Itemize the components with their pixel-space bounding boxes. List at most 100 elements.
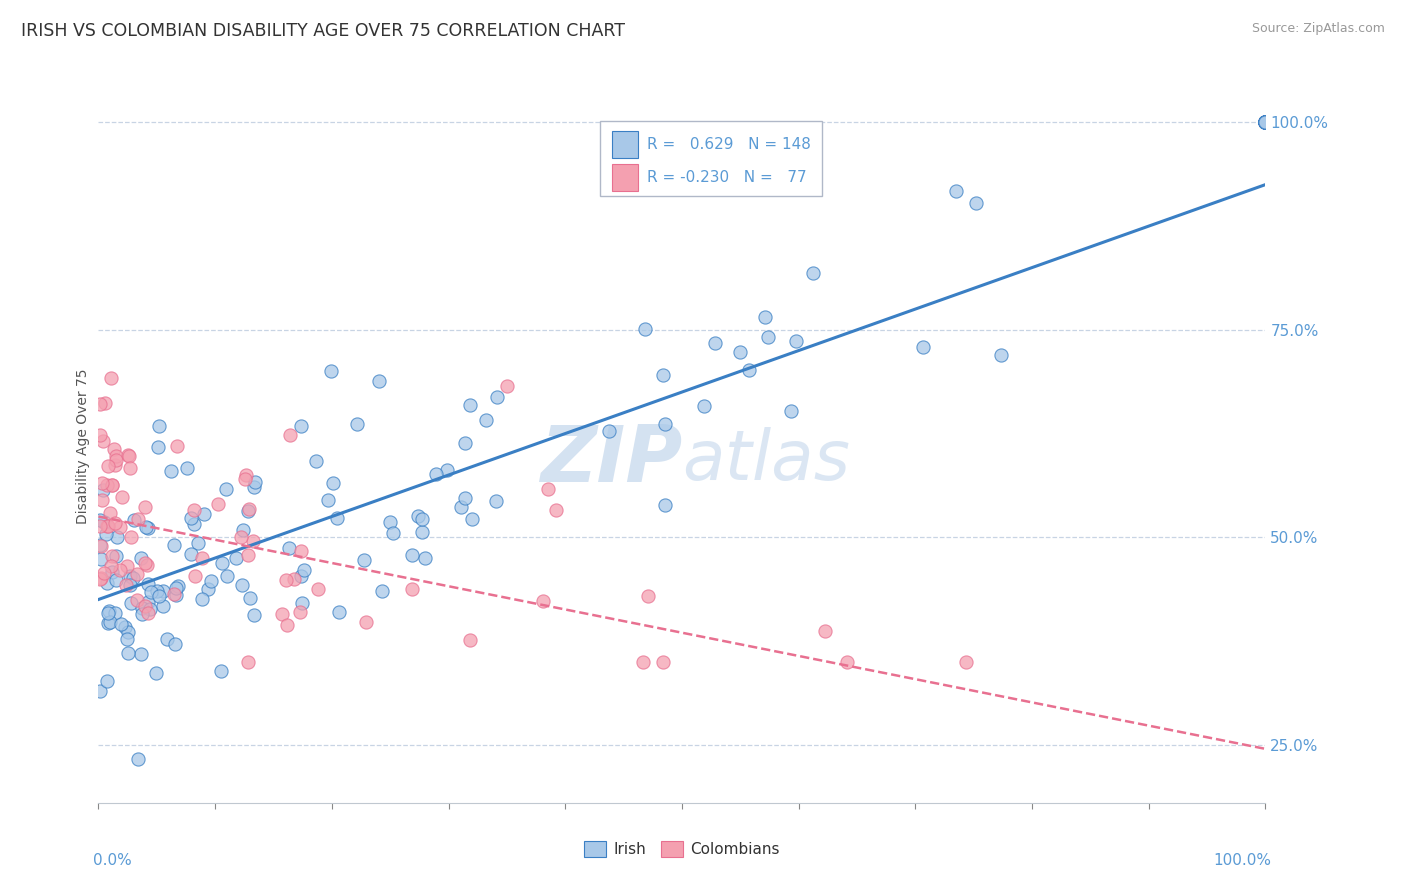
Point — [328, 605, 350, 619]
Point — [139, 602, 162, 616]
Text: atlas: atlas — [682, 426, 849, 494]
Point — [238, 548, 260, 562]
Point — [276, 617, 298, 632]
Point — [180, 511, 202, 525]
Point — [671, 821, 693, 835]
Point — [485, 391, 508, 405]
Point — [145, 666, 167, 681]
Point — [91, 476, 114, 491]
Point — [209, 664, 232, 678]
Text: ZIP: ZIP — [540, 422, 682, 499]
Point — [100, 559, 122, 574]
Point — [232, 523, 254, 537]
Point — [1254, 115, 1277, 129]
Point — [912, 340, 935, 354]
Point — [193, 507, 215, 521]
Point — [278, 541, 301, 555]
Point — [1254, 115, 1277, 129]
Point — [990, 348, 1012, 362]
Point — [200, 574, 222, 588]
Bar — [612, 131, 637, 159]
Point — [118, 569, 141, 583]
Point — [105, 549, 128, 563]
Point — [460, 398, 482, 412]
Point — [120, 530, 142, 544]
Point — [411, 512, 433, 526]
Point — [235, 468, 257, 483]
Point — [115, 558, 138, 573]
Point — [290, 569, 312, 583]
Point — [115, 632, 138, 646]
Point — [1254, 115, 1277, 129]
Point — [353, 553, 375, 567]
Point — [165, 637, 187, 651]
Point — [242, 534, 264, 549]
Point — [217, 569, 239, 583]
Point — [131, 607, 153, 621]
Point — [728, 345, 751, 359]
Point — [1254, 115, 1277, 129]
Point — [738, 363, 761, 377]
Point — [89, 684, 111, 698]
Point — [108, 563, 131, 577]
Point — [89, 513, 111, 527]
Point — [316, 492, 339, 507]
Point — [1254, 115, 1277, 129]
Point — [104, 516, 127, 530]
Point — [238, 655, 260, 669]
Text: 100.0%: 100.0% — [1213, 853, 1271, 868]
Point — [411, 525, 433, 540]
Point — [118, 461, 141, 475]
Point — [1254, 115, 1277, 129]
Point — [274, 573, 297, 587]
Point — [94, 396, 117, 410]
Point — [134, 500, 156, 514]
Point — [598, 424, 620, 438]
Point — [1254, 115, 1277, 129]
Point — [152, 599, 174, 613]
Point — [1254, 115, 1277, 129]
Point — [1254, 115, 1277, 129]
Point — [141, 585, 163, 599]
Point — [654, 417, 676, 431]
Bar — [612, 164, 637, 191]
Point — [1254, 115, 1277, 129]
Point — [291, 596, 314, 610]
Point — [135, 520, 157, 534]
Point — [176, 461, 198, 475]
Point — [245, 475, 267, 489]
Point — [90, 551, 112, 566]
Point — [454, 435, 477, 450]
Point — [180, 547, 202, 561]
Point — [114, 620, 136, 634]
Point — [225, 551, 247, 566]
Point — [211, 556, 233, 570]
Point — [191, 551, 214, 566]
Point — [96, 576, 118, 591]
Point — [104, 573, 127, 587]
Point — [652, 655, 675, 669]
Point — [103, 442, 125, 457]
Point — [1254, 115, 1277, 129]
Point — [127, 751, 149, 765]
Point — [290, 544, 312, 558]
Point — [117, 646, 139, 660]
Point — [131, 601, 153, 615]
Point — [1254, 115, 1277, 129]
Point — [475, 413, 498, 427]
Point — [162, 587, 184, 601]
Point — [406, 509, 429, 524]
Point — [117, 448, 139, 462]
Point — [148, 589, 170, 603]
Point — [531, 594, 554, 608]
Point — [238, 501, 260, 516]
Point — [1254, 115, 1277, 129]
Point — [93, 566, 115, 580]
Point — [322, 475, 344, 490]
Point — [117, 624, 139, 639]
Point — [243, 480, 266, 494]
Point — [207, 497, 229, 511]
Point — [278, 428, 301, 442]
Point — [152, 583, 174, 598]
Point — [91, 434, 114, 449]
